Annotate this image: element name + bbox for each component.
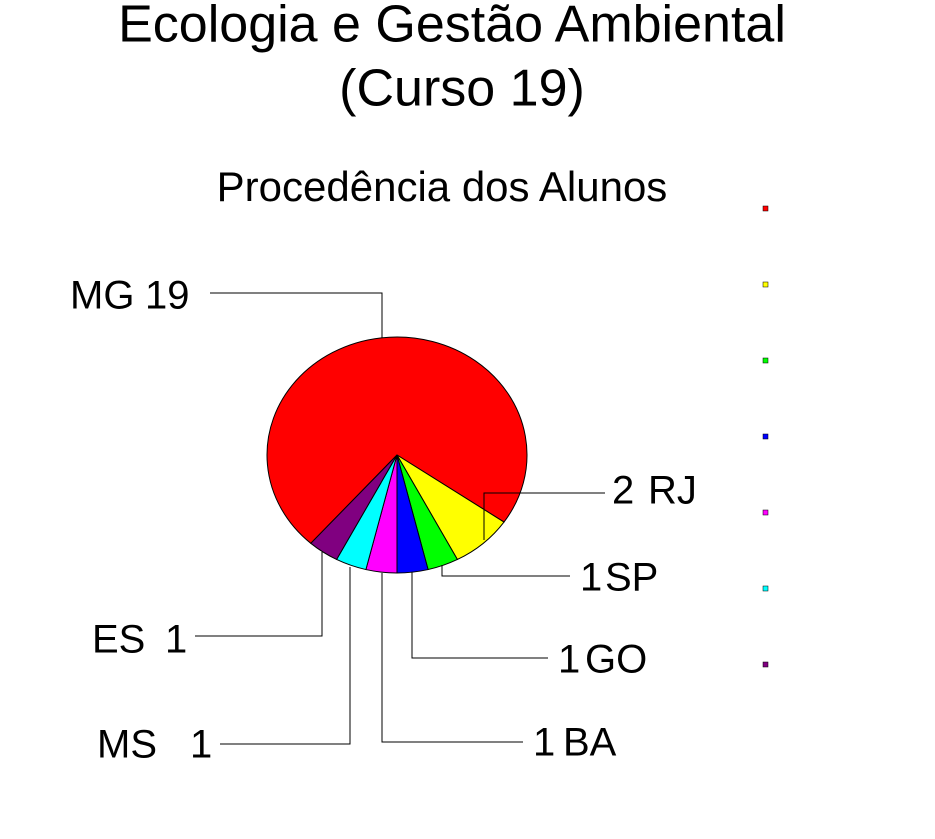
slice-label: RJ bbox=[648, 469, 697, 513]
slice-label: MS bbox=[97, 723, 157, 767]
legend-swatch bbox=[762, 281, 769, 288]
slice-value: 1 bbox=[580, 556, 602, 600]
leader-line bbox=[381, 573, 523, 743]
chart-title: (Curso 19) bbox=[339, 60, 585, 118]
leader-line bbox=[210, 292, 383, 338]
slice-value: 1 bbox=[165, 618, 187, 662]
chart-subtitle: Procedência dos Alunos bbox=[217, 163, 668, 210]
slice-value: 19 bbox=[145, 274, 190, 318]
legend-swatch bbox=[762, 357, 769, 364]
legend-swatch bbox=[762, 585, 769, 592]
slice-label: BA bbox=[563, 721, 617, 765]
legend-swatch bbox=[762, 205, 769, 212]
slice-value: 1 bbox=[533, 721, 555, 765]
slice-label: ES bbox=[92, 618, 145, 662]
chart-title: Ecologia e Gestão Ambiental bbox=[118, 0, 786, 54]
slice-value: 1 bbox=[558, 638, 580, 682]
slice-value: 2 bbox=[612, 469, 634, 513]
legend-swatch bbox=[762, 509, 769, 516]
leader-line bbox=[195, 552, 323, 637]
legend-swatch bbox=[762, 661, 769, 668]
slice-label: MG bbox=[70, 274, 134, 318]
slice-value: 1 bbox=[190, 723, 212, 767]
leader-line bbox=[411, 572, 548, 659]
leader-line bbox=[441, 565, 570, 577]
leader-line bbox=[483, 492, 605, 540]
pie-slice bbox=[266, 336, 528, 544]
leader-line bbox=[220, 567, 351, 745]
pie-slice bbox=[310, 454, 398, 561]
legend-swatch bbox=[762, 433, 769, 440]
slice-label: GO bbox=[585, 638, 647, 682]
slice-label: SP bbox=[605, 556, 658, 600]
